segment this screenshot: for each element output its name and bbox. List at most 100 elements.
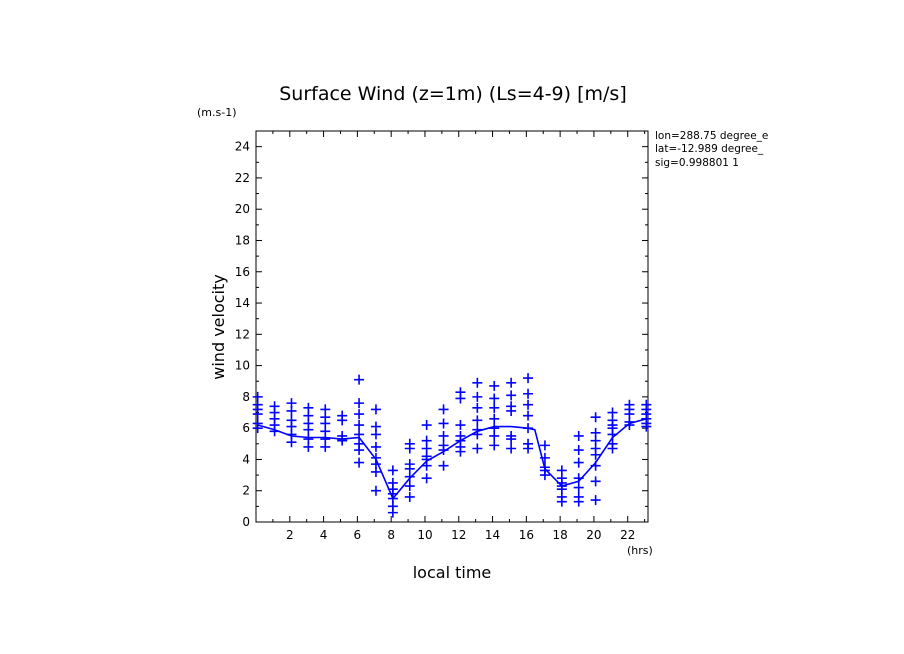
data-point-marker [354, 445, 365, 456]
data-point-marker [523, 443, 534, 454]
data-point-marker [472, 391, 483, 402]
x-unit-label: (hrs) [627, 544, 653, 557]
data-point-marker [354, 457, 365, 468]
data-point-marker [539, 470, 550, 481]
data-point-marker [354, 409, 365, 420]
x-tick-label: 6 [354, 528, 362, 542]
y-tick-label: 10 [235, 359, 250, 373]
info-sig: sig=0.998801 1 [655, 157, 739, 169]
data-point-marker [590, 495, 601, 506]
data-point-marker [252, 423, 263, 434]
y-tick-label: 12 [235, 327, 250, 341]
y-tick-label: 20 [235, 202, 250, 216]
x-tick-label: 20 [586, 528, 601, 542]
data-point-marker [370, 485, 381, 496]
data-point-marker [539, 440, 550, 451]
data-point-marker [370, 466, 381, 477]
data-point-marker [523, 388, 534, 399]
data-point-marker [404, 443, 415, 454]
data-point-marker [489, 380, 500, 391]
series-line-mean [257, 418, 647, 501]
data-point-marker [354, 429, 365, 440]
data-point-marker [573, 457, 584, 468]
x-tick-label: 2 [286, 528, 294, 542]
data-point-marker [523, 410, 534, 421]
data-point-marker [573, 496, 584, 507]
y-tick-label: 6 [242, 421, 250, 435]
y-axis-label: wind velocity [209, 274, 228, 379]
data-point-marker [573, 482, 584, 493]
x-tick-label: 12 [451, 528, 466, 542]
y-tick-label: 4 [242, 452, 250, 466]
data-point-marker [252, 409, 263, 420]
data-point-marker [523, 373, 534, 384]
data-point-marker [506, 443, 517, 454]
data-point-marker [506, 390, 517, 401]
data-point-marker [286, 405, 297, 416]
data-point-marker [455, 446, 466, 457]
data-point-marker [539, 452, 550, 463]
data-point-marker [573, 473, 584, 484]
y-tick-label: 14 [235, 296, 250, 310]
data-point-marker [421, 420, 432, 431]
data-point-marker [438, 430, 449, 441]
x-tick-label: 22 [620, 528, 635, 542]
x-tick-label: 14 [485, 528, 500, 542]
data-point-marker [506, 405, 517, 416]
info-lon: lon=288.75 degree_e [655, 130, 768, 142]
data-point-marker [370, 429, 381, 440]
data-point-marker [438, 404, 449, 415]
data-point-marker [607, 429, 618, 440]
chart-title: Surface Wind (z=1m) (Ls=4-9) [m/s] [279, 83, 627, 105]
data-point-marker [523, 423, 534, 434]
y-tick-label: 0 [242, 515, 250, 529]
data-point-marker [607, 443, 618, 454]
data-point-marker [370, 404, 381, 415]
data-point-marker [354, 420, 365, 431]
data-point-marker [455, 420, 466, 431]
data-point-marker [337, 435, 348, 446]
y-tick-label: 22 [235, 171, 250, 185]
data-point-marker [438, 418, 449, 429]
x-tick-label: 4 [320, 528, 328, 542]
y-tick-label: 18 [235, 233, 250, 247]
data-point-marker [641, 421, 652, 432]
data-point-marker [455, 393, 466, 404]
data-point-marker [472, 415, 483, 426]
data-point-marker [387, 507, 398, 518]
data-point-marker [573, 430, 584, 441]
data-point-marker [370, 441, 381, 452]
data-point-marker [556, 496, 567, 507]
data-point-marker [472, 402, 483, 413]
y-tick-label: 8 [242, 390, 250, 404]
data-point-marker [438, 460, 449, 471]
data-point-marker [489, 402, 500, 413]
y-tick-label: 16 [235, 265, 250, 279]
data-point-marker [489, 413, 500, 424]
data-point-marker [269, 426, 280, 437]
data-point-marker [489, 440, 500, 451]
data-point-marker [337, 415, 348, 426]
data-point-marker [590, 412, 601, 423]
data-point-marker [286, 437, 297, 448]
data-point-marker [404, 471, 415, 482]
x-tick-label: 10 [417, 528, 432, 542]
data-point-marker [624, 420, 635, 431]
data-point-marker [438, 445, 449, 456]
x-tick-label: 18 [552, 528, 567, 542]
data-point-marker [489, 430, 500, 441]
data-point-marker [523, 399, 534, 410]
data-point-marker [387, 465, 398, 476]
data-point-marker [573, 445, 584, 456]
x-tick-label: 8 [387, 528, 395, 542]
data-point-marker [472, 443, 483, 454]
data-point-marker [472, 377, 483, 388]
data-point-marker [404, 491, 415, 502]
x-tick-label: 16 [519, 528, 534, 542]
data-point-marker [354, 374, 365, 385]
data-point-marker [404, 481, 415, 492]
data-point-marker [472, 429, 483, 440]
y-tick-label: 2 [242, 484, 250, 498]
